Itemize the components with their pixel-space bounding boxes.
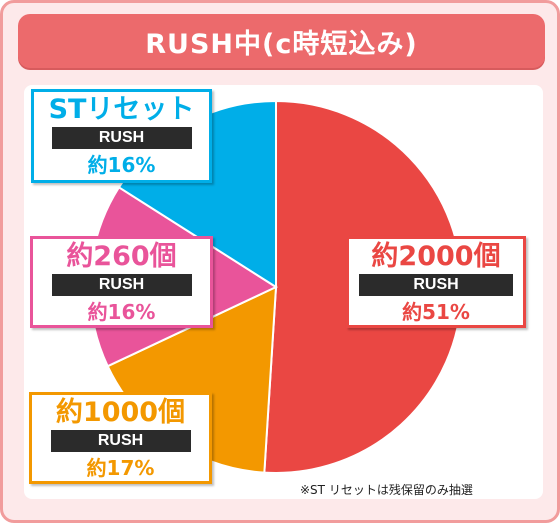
slice-label-percent: 約16% — [87, 153, 156, 177]
slice-label-rush-bar: RUSH — [50, 430, 191, 452]
slice-label-st-reset: STリセット RUSH 約16% — [31, 89, 212, 183]
slice-label-percent: 約17% — [86, 456, 155, 480]
slice-label-title: 約2000個 — [371, 241, 501, 272]
slice-label-title: STリセット — [48, 94, 195, 125]
slice-label-rush-bar: RUSH — [51, 274, 192, 296]
slice-label-2000: 約2000個 RUSH 約51% — [346, 236, 526, 328]
slice-label-rush-bar: RUSH — [359, 274, 513, 296]
slice-label-1000: 約1000個 RUSH 約17% — [29, 392, 212, 484]
slice-label-rush-bar: RUSH — [51, 127, 192, 149]
slice-label-percent: 約51% — [402, 300, 470, 324]
chart-title: RUSH中(c時短込み) — [18, 14, 545, 68]
slice-label-title: 約1000個 — [55, 397, 186, 428]
slice-label-title: 約260個 — [66, 241, 177, 272]
footnote: ※ST リセットは残保留のみ抽選 — [300, 483, 473, 497]
slice-label-260: 約260個 RUSH 約16% — [30, 236, 213, 328]
slice-label-percent: 約16% — [87, 300, 156, 324]
